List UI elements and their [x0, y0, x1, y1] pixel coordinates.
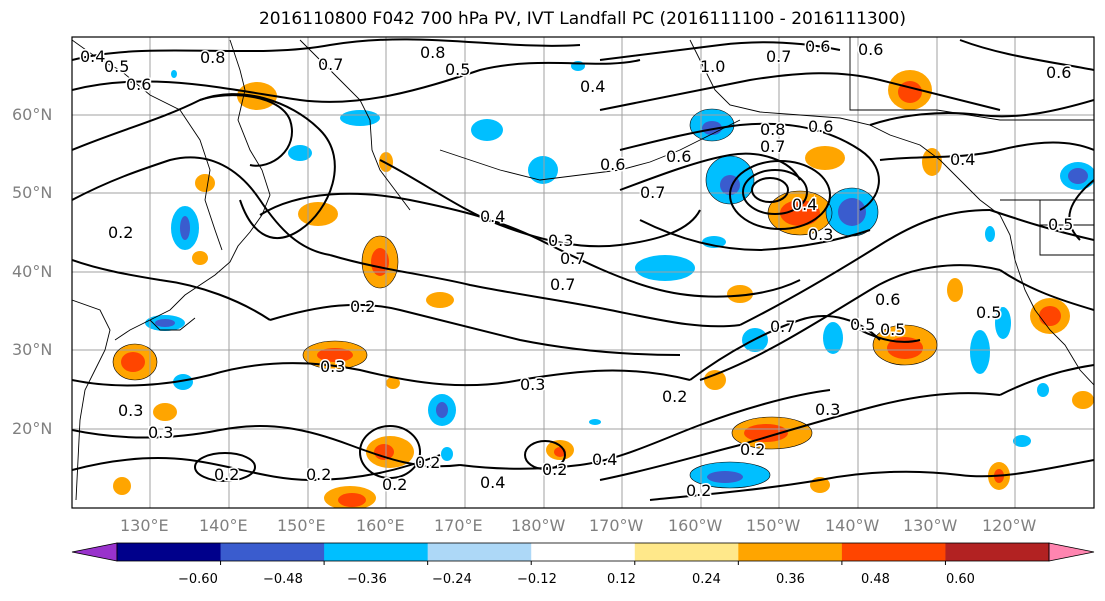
colorbar-frame: [116, 542, 1050, 562]
contour-label: 0.7: [766, 47, 791, 66]
contour-label: 0.7: [318, 55, 343, 74]
colorbar-tick-label: −0.48: [263, 572, 303, 587]
contour-label: 0.3: [320, 357, 345, 376]
colorbar-segment: [841, 543, 946, 561]
colorbar-tick-label: 0.12: [607, 572, 636, 587]
contour-label: 1.0: [700, 57, 725, 76]
contour-label: 0.2: [740, 440, 765, 459]
colorbar-tick-label: 0.60: [946, 572, 975, 587]
lon-label-150w: 150°W: [746, 516, 801, 535]
colorbar-segment: [427, 543, 532, 561]
colorbar-tick-label: −0.36: [347, 572, 387, 587]
colorbar-tick-label: −0.24: [432, 572, 472, 587]
contour-value-labels: 0.40.50.60.8 0.7 0.50.81.00.70.6 0.60.40.60…: [79, 37, 1075, 502]
lon-label-170w: 170°W: [589, 516, 644, 535]
contour-label: 0.2: [686, 481, 711, 500]
contour-label: 0.4: [792, 195, 817, 214]
contour-label: 0.3: [548, 231, 573, 250]
lon-label-160w: 160°W: [668, 516, 723, 535]
colorbar-tick-label: −0.60: [178, 572, 218, 587]
contour-label: 0.2: [415, 453, 440, 472]
lon-label-120w: 120°W: [982, 516, 1037, 535]
lon-label-150e: 150°E: [277, 516, 326, 535]
contour-label: 0.6: [600, 155, 625, 174]
colorbar-extend-low: [71, 542, 118, 562]
lon-label-160e: 160°E: [356, 516, 405, 535]
lon-label-140e: 140°E: [199, 516, 248, 535]
contour-label: 0.5: [1048, 215, 1073, 234]
contour-label: 0.4: [480, 207, 505, 226]
contour-label: 0.8: [200, 48, 225, 67]
contour-label: 0.8: [420, 43, 445, 62]
shading-outlines: [112, 108, 938, 489]
contour-label: 0.4: [580, 77, 605, 96]
colorbar-tick-label: 0.48: [861, 572, 890, 587]
contour-label: 0.3: [118, 401, 143, 420]
contour-label: 0.6: [808, 117, 833, 136]
contour-label: 0.5: [976, 303, 1001, 322]
contour-label: 0.5: [445, 60, 470, 79]
map-frame: [71, 36, 1095, 509]
contour-label: 0.6: [126, 75, 151, 94]
contour-label: 0.2: [214, 465, 239, 484]
contour-label: 0.5: [104, 57, 129, 76]
colorbar-tick-label: 0.36: [776, 572, 805, 587]
contour-label: 0.2: [350, 297, 375, 316]
contour-label: 0.2: [542, 460, 567, 479]
contour-lines: [72, 38, 1094, 501]
colorbar-segment: [117, 543, 222, 561]
contour-label: 0.7: [560, 249, 585, 268]
contour-label: 0.7: [550, 275, 575, 294]
contour-label: 0.6: [875, 290, 900, 309]
lat-label-60n: 60°N: [12, 105, 53, 124]
contour-label: 0.4: [950, 150, 975, 169]
contour-label: 0.5: [850, 315, 875, 334]
lat-label-40n: 40°N: [12, 262, 53, 281]
contour-label: 0.5: [880, 320, 905, 339]
lat-label-20n: 20°N: [12, 419, 53, 438]
lon-label-170e: 170°E: [434, 516, 483, 535]
contour-label: 0.4: [592, 450, 617, 469]
colorbar-tick-label: 0.24: [692, 572, 721, 587]
positive-pv-shading: [113, 70, 1094, 508]
colorbar-segment: [634, 543, 739, 561]
contour-label: 0.3: [815, 400, 840, 419]
colorbar-extend-high: [1048, 542, 1095, 562]
contour-label: 0.2: [382, 475, 407, 494]
contour-label: 0.3: [148, 423, 173, 442]
contour-label: 0.2: [108, 223, 133, 242]
contour-label: 0.2: [306, 465, 331, 484]
lon-label-140w: 140°W: [825, 516, 880, 535]
contour-label: 0.4: [480, 473, 505, 492]
contour-label: 0.6: [666, 147, 691, 166]
colorbar-segment: [324, 543, 429, 561]
contour-label: 0.4: [80, 47, 105, 66]
colorbar-tick-label: −0.12: [517, 572, 557, 587]
contour-label: 0.7: [760, 137, 785, 156]
contour-label: 0.8: [760, 120, 785, 139]
colorbar-segment: [531, 543, 636, 561]
contour-label: 0.3: [520, 375, 545, 394]
lon-label-130w: 130°W: [903, 516, 958, 535]
colorbar-segment: [738, 543, 843, 561]
coastlines: [72, 37, 1094, 501]
contour-label: 0.6: [805, 37, 830, 56]
lon-label-180w: 180°W: [511, 516, 566, 535]
lat-label-50n: 50°N: [12, 183, 53, 202]
contour-label: 0.7: [640, 183, 665, 202]
contour-label: 0.6: [858, 40, 883, 59]
contour-label: 0.2: [662, 387, 687, 406]
map-title: 2016110800 F042 700 hPa PV, IVT Landfall…: [258, 9, 906, 29]
lat-label-30n: 30°N: [12, 340, 53, 359]
contour-label: 0.7: [770, 317, 795, 336]
contour-label: 0.3: [808, 225, 833, 244]
contour-label: 0.6: [1046, 63, 1071, 82]
lon-label-130e: 130°E: [120, 516, 169, 535]
colorbar-segment: [220, 543, 325, 561]
colorbar: [71, 542, 1095, 565]
colorbar-segment: [945, 543, 1050, 561]
